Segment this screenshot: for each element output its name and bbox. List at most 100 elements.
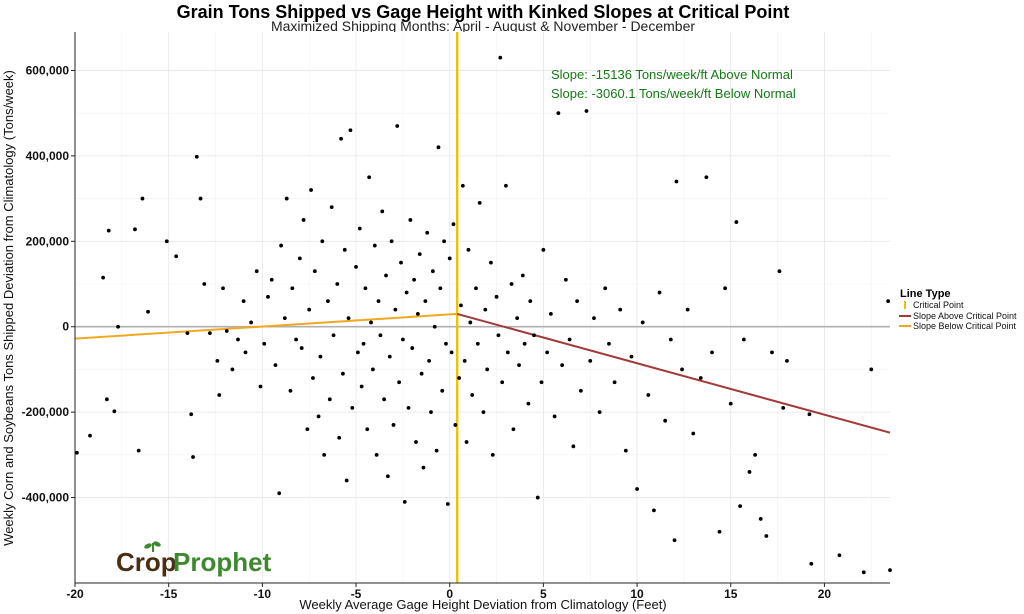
data-point <box>305 427 310 432</box>
x-tick-label: -15 <box>160 587 178 601</box>
data-point <box>397 380 402 385</box>
data-point <box>311 376 315 380</box>
data-point <box>496 333 501 338</box>
data-point <box>597 410 602 415</box>
logo-text-prophet: Prophet <box>173 547 272 577</box>
data-point <box>770 350 774 355</box>
data-point <box>481 410 486 415</box>
data-point <box>249 320 254 325</box>
data-point <box>189 412 194 417</box>
data-point <box>299 346 304 350</box>
data-point <box>384 273 388 278</box>
data-point <box>483 307 488 312</box>
data-point <box>116 324 120 329</box>
data-point <box>236 337 240 342</box>
data-point <box>640 320 645 325</box>
data-point <box>312 269 317 274</box>
y-tick-label: 200,000 <box>26 234 70 248</box>
data-point <box>457 376 461 380</box>
plot-panel <box>75 32 890 583</box>
data-point <box>224 329 229 333</box>
data-point <box>198 196 203 201</box>
data-point <box>449 350 454 355</box>
data-point <box>339 136 343 141</box>
data-point <box>329 205 334 210</box>
data-point <box>567 337 572 342</box>
data-point <box>623 448 628 453</box>
data-point <box>475 341 480 346</box>
y-tick-label: -200,000 <box>22 405 70 419</box>
data-point <box>217 393 222 397</box>
legend-critical-point: Critical Point <box>913 300 964 310</box>
legend-title: Line Type <box>900 288 951 300</box>
data-point <box>164 239 169 244</box>
data-point <box>282 316 287 321</box>
data-point <box>618 307 623 312</box>
data-point <box>297 256 302 261</box>
data-point <box>318 354 323 359</box>
data-point <box>344 478 349 483</box>
x-tick-label: -10 <box>254 587 272 601</box>
data-point <box>528 299 533 303</box>
data-point <box>434 448 439 453</box>
data-point <box>646 393 651 397</box>
data-point <box>316 414 321 419</box>
data-point <box>511 427 516 432</box>
y-ticks: -400,000 -200,000 0 200,000 400,000 600,000 <box>22 63 75 505</box>
x-tick-label: 0 <box>446 587 453 601</box>
data-point <box>477 200 482 205</box>
data-point <box>672 538 677 543</box>
data-point <box>563 277 568 282</box>
data-point <box>509 282 514 286</box>
data-point <box>612 380 617 385</box>
data-point <box>571 444 576 449</box>
data-point <box>535 495 540 500</box>
data-point <box>447 256 452 261</box>
data-point <box>337 435 342 440</box>
data-point <box>395 124 400 128</box>
x-tick-label: 10 <box>630 587 644 601</box>
data-point <box>406 405 411 410</box>
data-point <box>522 341 527 346</box>
y-tick-label: -400,000 <box>22 491 70 505</box>
data-point <box>194 154 199 159</box>
logo-text-crop: Crop <box>116 547 177 577</box>
data-point <box>258 384 263 389</box>
data-point <box>429 410 433 415</box>
y-axis-label: Weekly Corn and Soybeans Tons Shipped De… <box>1 70 16 546</box>
data-point <box>717 529 722 534</box>
data-point <box>341 371 345 376</box>
y-tick-label: 600,000 <box>26 63 70 77</box>
data-point <box>417 252 422 257</box>
data-point <box>738 504 743 509</box>
data-point <box>758 517 763 521</box>
data-point <box>410 346 415 350</box>
data-point <box>440 388 445 393</box>
data-point <box>412 277 417 282</box>
data-point <box>101 275 106 280</box>
sprout-icon <box>144 541 161 552</box>
data-point <box>888 568 892 573</box>
data-point <box>327 397 332 402</box>
data-point <box>400 337 405 342</box>
data-point <box>753 452 758 457</box>
data-point <box>356 350 360 355</box>
data-point <box>674 179 679 184</box>
data-point <box>578 388 583 393</box>
data-point <box>741 337 746 342</box>
data-point <box>342 247 347 252</box>
data-point <box>532 333 536 338</box>
data-point <box>474 286 478 291</box>
data-point <box>809 561 814 566</box>
data-point <box>419 371 424 376</box>
data-point <box>140 196 145 201</box>
data-point <box>414 440 418 444</box>
data-point <box>288 388 293 393</box>
data-point <box>489 260 493 265</box>
data-point <box>367 175 372 180</box>
data-point <box>764 534 769 538</box>
data-point <box>781 405 786 410</box>
x-axis-label: Weekly Average Gage Height Deviation fro… <box>299 597 666 612</box>
data-point <box>668 337 673 342</box>
data-point <box>359 384 364 389</box>
